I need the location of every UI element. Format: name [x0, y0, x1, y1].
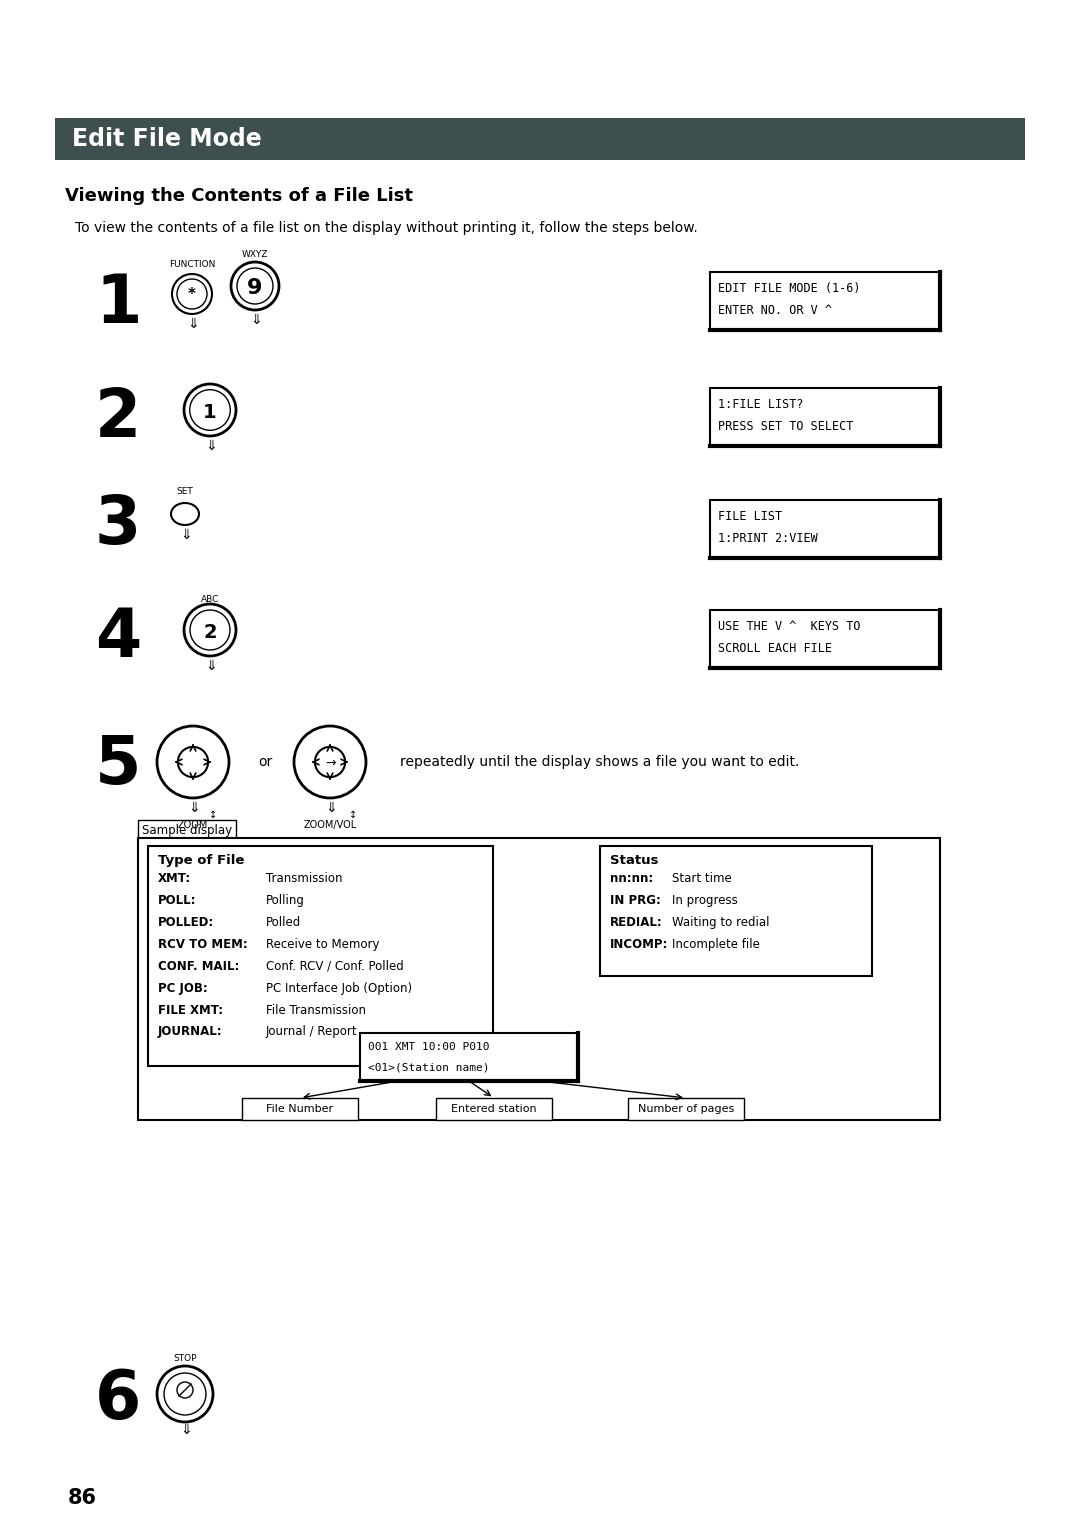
Text: Polled: Polled [266, 915, 301, 929]
Text: XMT:: XMT: [158, 871, 191, 885]
Text: USE THE V ^  KEYS TO: USE THE V ^ KEYS TO [718, 619, 861, 633]
Text: 1: 1 [95, 270, 141, 338]
Text: $\Downarrow$: $\Downarrow$ [178, 529, 192, 542]
Text: $\Downarrow$: $\Downarrow$ [203, 659, 217, 672]
Text: 5: 5 [95, 732, 141, 798]
Text: IN PRG:: IN PRG: [610, 894, 661, 906]
FancyBboxPatch shape [436, 1099, 552, 1120]
Text: STOP: STOP [173, 1354, 197, 1363]
Text: Type of File: Type of File [158, 854, 244, 866]
Text: 6: 6 [95, 1368, 141, 1433]
FancyBboxPatch shape [600, 847, 872, 976]
Text: SCROLL EACH FILE: SCROLL EACH FILE [718, 642, 832, 654]
Text: Start time: Start time [672, 871, 732, 885]
Text: FILE XMT:: FILE XMT: [158, 1004, 224, 1016]
FancyBboxPatch shape [148, 847, 492, 1067]
Text: $\Downarrow$: $\Downarrow$ [323, 801, 337, 814]
Text: ZOOM: ZOOM [178, 821, 208, 830]
Text: POLLED:: POLLED: [158, 915, 214, 929]
Text: *: * [188, 287, 195, 301]
Text: INCOMP:: INCOMP: [610, 938, 669, 950]
Text: REDIAL:: REDIAL: [610, 915, 663, 929]
Text: repeatedly until the display shows a file you want to edit.: repeatedly until the display shows a fil… [400, 755, 799, 769]
Text: PC Interface Job (Option): PC Interface Job (Option) [266, 981, 413, 995]
Text: 1: 1 [203, 402, 217, 422]
Text: Number of pages: Number of pages [638, 1105, 734, 1114]
Text: $\Downarrow$: $\Downarrow$ [203, 439, 217, 452]
Text: $\rightarrow$: $\rightarrow$ [323, 755, 337, 769]
Text: To view the contents of a file list on the display without printing it, follow t: To view the contents of a file list on t… [75, 222, 698, 235]
FancyBboxPatch shape [710, 610, 940, 668]
Text: File Number: File Number [267, 1105, 334, 1114]
Text: $\updownarrow$: $\updownarrow$ [207, 808, 217, 819]
Text: Status: Status [610, 854, 659, 866]
Text: $\Downarrow$: $\Downarrow$ [248, 313, 261, 327]
Text: Waiting to redial: Waiting to redial [672, 915, 769, 929]
Text: WXYZ: WXYZ [242, 251, 268, 260]
Text: CONF. MAIL:: CONF. MAIL: [158, 960, 240, 972]
FancyBboxPatch shape [138, 837, 940, 1120]
Text: Viewing the Contents of a File List: Viewing the Contents of a File List [65, 186, 413, 205]
Text: FUNCTION: FUNCTION [168, 260, 215, 269]
Text: ABC: ABC [201, 594, 219, 604]
Text: Journal / Report: Journal / Report [266, 1025, 357, 1039]
Text: 86: 86 [68, 1488, 97, 1508]
Text: Polling: Polling [266, 894, 305, 906]
Text: or: or [258, 755, 272, 769]
FancyBboxPatch shape [710, 500, 940, 558]
Text: Entered station: Entered station [451, 1105, 537, 1114]
Text: Sample display: Sample display [141, 824, 232, 836]
FancyBboxPatch shape [710, 272, 940, 330]
Text: File Transmission: File Transmission [266, 1004, 366, 1016]
Text: FILE LIST: FILE LIST [718, 509, 782, 523]
FancyBboxPatch shape [627, 1099, 744, 1120]
FancyBboxPatch shape [360, 1033, 578, 1080]
Text: Edit File Mode: Edit File Mode [72, 127, 261, 151]
Text: POLL:: POLL: [158, 894, 197, 906]
Text: $\Downarrow$: $\Downarrow$ [178, 1423, 192, 1436]
Text: EDIT FILE MODE (1-6): EDIT FILE MODE (1-6) [718, 281, 861, 295]
Text: RCV TO MEM:: RCV TO MEM: [158, 938, 247, 950]
FancyBboxPatch shape [138, 821, 237, 840]
Text: 2: 2 [203, 622, 217, 642]
FancyBboxPatch shape [55, 118, 1025, 160]
Text: Incomplete file: Incomplete file [672, 938, 760, 950]
Text: 001 XMT 10:00 P010: 001 XMT 10:00 P010 [368, 1042, 489, 1051]
Text: 4: 4 [95, 605, 141, 671]
Text: 2: 2 [95, 385, 141, 451]
Text: Receive to Memory: Receive to Memory [266, 938, 379, 950]
Text: PRESS SET TO SELECT: PRESS SET TO SELECT [718, 420, 853, 432]
Text: JOURNAL:: JOURNAL: [158, 1025, 222, 1039]
Text: $\Downarrow$: $\Downarrow$ [186, 316, 199, 332]
FancyBboxPatch shape [710, 388, 940, 446]
Text: ZOOM/VOL: ZOOM/VOL [303, 821, 356, 830]
Text: $\updownarrow$: $\updownarrow$ [347, 808, 357, 819]
Text: 1:FILE LIST?: 1:FILE LIST? [718, 397, 804, 411]
Text: 1:PRINT 2:VIEW: 1:PRINT 2:VIEW [718, 532, 818, 544]
Text: SET: SET [177, 487, 193, 497]
FancyBboxPatch shape [242, 1099, 357, 1120]
Text: 9: 9 [247, 278, 262, 298]
Text: nn:nn:: nn:nn: [610, 871, 653, 885]
Text: $\Downarrow$: $\Downarrow$ [186, 801, 200, 814]
Text: ENTER NO. OR V ^: ENTER NO. OR V ^ [718, 304, 832, 316]
Text: Conf. RCV / Conf. Polled: Conf. RCV / Conf. Polled [266, 960, 404, 972]
Text: 3: 3 [95, 492, 141, 558]
Text: Transmission: Transmission [266, 871, 342, 885]
Text: PC JOB:: PC JOB: [158, 981, 207, 995]
Text: <01>(Station name): <01>(Station name) [368, 1062, 489, 1073]
Text: In progress: In progress [672, 894, 738, 906]
